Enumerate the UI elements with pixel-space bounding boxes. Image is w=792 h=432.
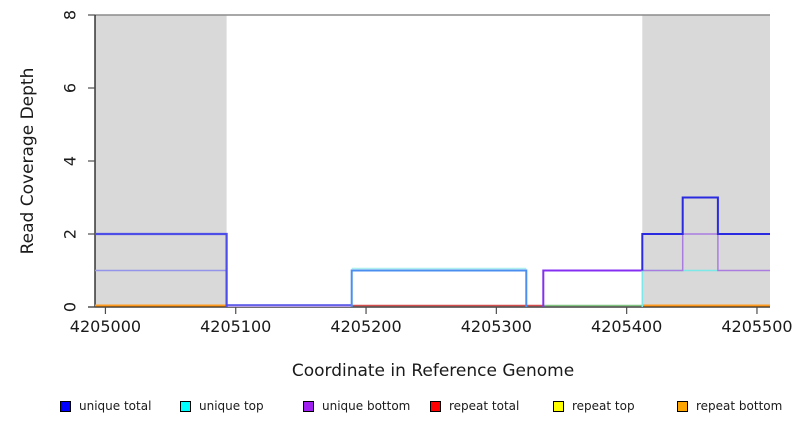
x-tick-label: 4205000 — [69, 317, 142, 336]
y-tick-label: 4 — [60, 155, 80, 167]
legend-label: repeat top — [572, 399, 635, 413]
legend-item: unique bottom — [303, 398, 410, 414]
x-tick-label: 4205300 — [460, 317, 532, 336]
legend-label: repeat total — [449, 399, 520, 413]
legend-swatch — [677, 400, 688, 412]
legend-swatch — [180, 400, 191, 412]
unique-total-left — [95, 232, 228, 307]
x-tick-label: 4205400 — [591, 317, 663, 336]
legend-swatch — [303, 400, 314, 412]
x-tick-label: 4205500 — [721, 317, 792, 336]
legend-item: unique total — [60, 398, 151, 414]
legend-label: unique bottom — [322, 399, 411, 413]
unique-bottom-right — [642, 233, 770, 272]
y-axis-title: Read Coverage Depth — [18, 67, 38, 255]
repeat-region-left — [95, 15, 227, 307]
unique-total-middle — [350, 269, 528, 307]
y-tick-label: 8 — [60, 9, 80, 21]
repeat-region-right — [642, 15, 770, 307]
legend-swatch — [553, 400, 564, 412]
legend-item: unique top — [180, 398, 264, 414]
legend-item: repeat total — [430, 398, 519, 414]
unique-bottom-gap2 — [542, 269, 643, 307]
x-tick-label: 4205100 — [200, 317, 272, 336]
y-tick-label: 2 — [60, 228, 80, 240]
legend-swatch — [60, 400, 71, 412]
y-tick-label: 6 — [60, 82, 80, 94]
legend-item: repeat bottom — [677, 398, 782, 414]
legend-label: unique top — [199, 399, 264, 413]
legend-swatch — [430, 400, 441, 412]
x-axis-title: Coordinate in Reference Genome — [291, 361, 575, 381]
y-tick-label: 0 — [60, 301, 80, 313]
legend-label: repeat bottom — [696, 399, 783, 413]
unique-total-right — [641, 196, 770, 271]
x-tick-label: 4205200 — [330, 317, 402, 336]
legend-label: unique total — [79, 399, 152, 413]
legend-item: repeat top — [553, 398, 635, 414]
